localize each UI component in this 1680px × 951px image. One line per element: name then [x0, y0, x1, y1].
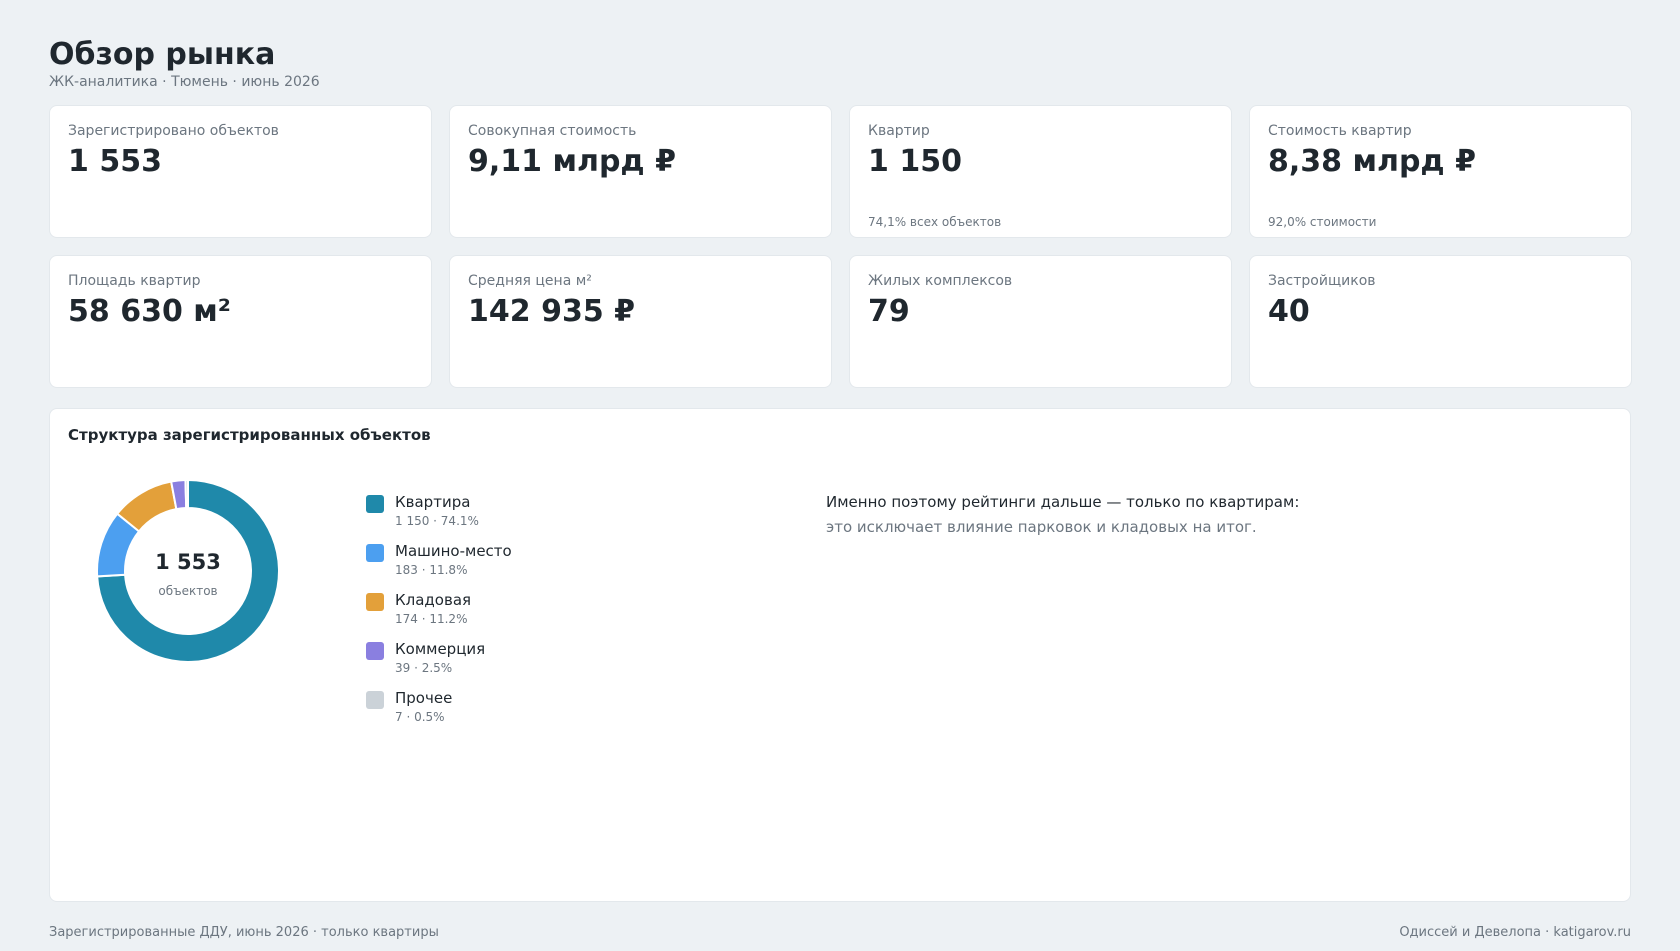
structure-panel: Структура зарегистрированных объектов 1 …	[49, 408, 1631, 902]
legend-meta: 39 · 2.5%	[395, 661, 453, 675]
legend-swatch	[366, 544, 384, 562]
kpi-label: Площадь квартир	[68, 273, 201, 289]
kpi-note: 92,0% стоимости	[1268, 215, 1377, 229]
panel-title: Структура зарегистрированных объектов	[68, 426, 431, 444]
donut-center-value: 1 553	[155, 550, 221, 574]
kpi-label: Совокупная стоимость	[468, 123, 637, 139]
donut-slice-apartment	[97, 480, 279, 662]
legend-item-other: Прочее 7 · 0.5%	[366, 688, 512, 737]
legend-name: Машино-место	[395, 542, 512, 560]
legend-swatch	[366, 642, 384, 660]
legend-meta: 7 · 0.5%	[395, 710, 445, 724]
kpi-value: 8,38 млрд ₽	[1268, 144, 1476, 179]
kpi-note: 74,1% всех объектов	[868, 215, 1002, 229]
kpi-card-apartments: Квартир 1 150 74,1% всех объектов	[849, 105, 1232, 238]
legend-item-commercial: Коммерция 39 · 2.5%	[366, 639, 512, 688]
kpi-label: Стоимость квартир	[1268, 123, 1412, 139]
kpi-card-total-value: Совокупная стоимость 9,11 млрд ₽	[449, 105, 832, 238]
explanation-note: Именно поэтому рейтинги дальше — только …	[826, 492, 1299, 537]
legend-meta: 183 · 11.8%	[395, 563, 468, 577]
kpi-value: 58 630 м²	[68, 294, 231, 329]
legend-name: Кладовая	[395, 591, 472, 609]
legend-item-storage: Кладовая 174 · 11.2%	[366, 590, 512, 639]
kpi-card-registered: Зарегистрировано объектов 1 553	[49, 105, 432, 238]
kpi-value: 1 150	[868, 144, 962, 179]
kpi-value: 1 553	[68, 144, 162, 179]
chart-legend: Квартира 1 150 · 74.1% Машино-место 183 …	[366, 492, 512, 737]
legend-item-apartment: Квартира 1 150 · 74.1%	[366, 492, 512, 541]
legend-item-parking: Машино-место 183 · 11.8%	[366, 541, 512, 590]
legend-name: Прочее	[395, 689, 453, 707]
legend-meta: 174 · 11.2%	[395, 612, 468, 626]
kpi-grid: Зарегистрировано объектов 1 553 Совокупн…	[49, 105, 1632, 388]
donut-center-label: объектов	[158, 584, 217, 598]
kpi-label: Зарегистрировано объектов	[68, 123, 279, 139]
note-sub: это исключает влияние парковок и кладовы…	[826, 518, 1257, 536]
kpi-label: Жилых комплексов	[868, 273, 1013, 289]
kpi-label: Застройщиков	[1268, 273, 1376, 289]
footer-source: Зарегистрированные ДДУ, июнь 2026 · толь…	[49, 925, 439, 940]
donut-slices	[97, 480, 279, 662]
page-title: Обзор рынка	[49, 37, 276, 72]
legend-name: Квартира	[395, 493, 471, 511]
kpi-card-area: Площадь квартир 58 630 м²	[49, 255, 432, 388]
legend-swatch	[366, 593, 384, 611]
kpi-card-apartments-value: Стоимость квартир 8,38 млрд ₽ 92,0% стои…	[1249, 105, 1632, 238]
legend-name: Коммерция	[395, 640, 486, 658]
kpi-value: 9,11 млрд ₽	[468, 144, 676, 179]
kpi-label: Квартир	[868, 123, 930, 139]
kpi-card-complexes: Жилых комплексов 79	[849, 255, 1232, 388]
note-main: Именно поэтому рейтинги дальше — только …	[826, 493, 1300, 511]
legend-meta: 1 150 · 74.1%	[395, 514, 479, 528]
page-header: Обзор рынка ЖК-аналитика · Тюмень · июнь…	[49, 36, 320, 90]
page-subtitle: ЖК-аналитика · Тюмень · июнь 2026	[49, 74, 320, 90]
footer-credit: Одиссей и Девелопа · katigarov.ru	[1399, 925, 1631, 940]
kpi-card-developers: Застройщиков 40	[1249, 255, 1632, 388]
donut-chart: 1 553 объектов	[97, 480, 279, 662]
legend-swatch	[366, 691, 384, 709]
kpi-card-avg-price: Средняя цена м² 142 935 ₽	[449, 255, 832, 388]
kpi-label: Средняя цена м²	[468, 273, 592, 289]
kpi-value: 142 935 ₽	[468, 294, 636, 329]
donut-slice-other	[184, 480, 189, 510]
kpi-value: 40	[1268, 294, 1310, 329]
kpi-value: 79	[868, 294, 910, 329]
legend-swatch	[366, 495, 384, 513]
